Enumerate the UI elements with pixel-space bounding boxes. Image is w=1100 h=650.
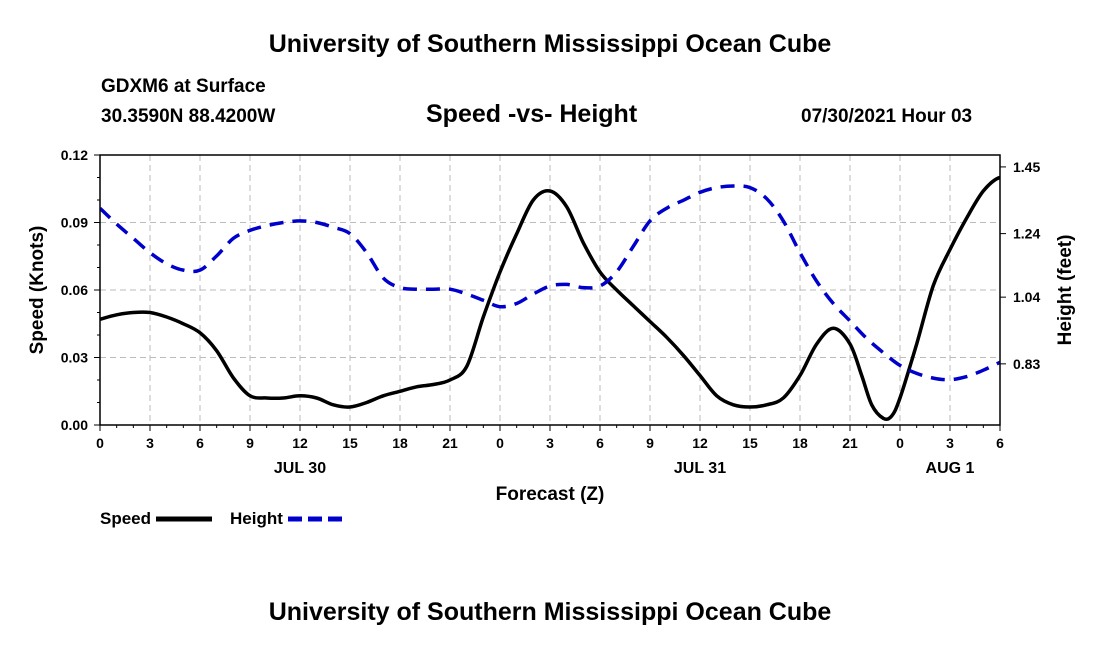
x-tick-label: 18 (392, 435, 408, 451)
y-axis-right-label: Height (feet) (1055, 235, 1076, 346)
x-tick-label: 12 (692, 435, 708, 451)
x-tick-label: 0 (96, 435, 104, 451)
y-left-tick-label: 0.06 (61, 282, 88, 298)
date-label: JUL 31 (674, 460, 726, 477)
series-line-speed (100, 175, 1000, 422)
coordinates-label: 30.3590N 88.4200W (101, 106, 276, 127)
x-tick-label: 3 (146, 435, 154, 451)
station-label: GDXM6 at Surface (101, 76, 266, 97)
x-tick-label: 15 (742, 435, 758, 451)
x-tick-label: 21 (442, 435, 458, 451)
series-line-height (100, 184, 1000, 382)
y-axis-left-label: Speed (Knots) (27, 226, 48, 355)
date-label: AUG 1 (926, 460, 975, 477)
y-right-tick-label: 1.24 (1013, 226, 1040, 242)
date-label: JUL 30 (274, 460, 326, 477)
x-tick-label: 9 (646, 435, 654, 451)
x-tick-label: 6 (596, 435, 604, 451)
title-top: University of Southern Mississippi Ocean… (268, 30, 832, 58)
x-tick-label: 18 (792, 435, 808, 451)
y-left-tick-label: 0.00 (61, 417, 88, 433)
x-axis-label: Forecast (Z) (496, 484, 605, 505)
y-left-tick-label: 0.12 (61, 147, 88, 163)
legend-label-speed: Speed (100, 509, 151, 528)
y-left-tick-label: 0.03 (61, 350, 88, 366)
y-left-tick-label: 0.09 (61, 215, 88, 231)
y-right-tick-label: 1.04 (1013, 289, 1040, 305)
x-tick-label: 3 (546, 435, 554, 451)
x-tick-label: 0 (896, 435, 904, 451)
x-tick-label: 0 (496, 435, 504, 451)
series-layer (100, 175, 1000, 422)
chart-title: Speed -vs- Height (426, 100, 638, 128)
x-tick-label: 12 (292, 435, 308, 451)
datetime-label: 07/30/2021 Hour 03 (801, 106, 973, 127)
axes: 0 3 6 9 12 15 18 21 0 3 6 9 12 15 18 21 0 3 6 0.00 0.03 0.06 0… (61, 147, 1041, 477)
x-tick-label: 15 (342, 435, 358, 451)
legend: Speed Height (100, 509, 342, 528)
x-tick-label: 21 (842, 435, 858, 451)
x-tick-label: 6 (196, 435, 204, 451)
y-right-tick-label: 0.83 (1013, 356, 1040, 372)
x-tick-label: 6 (996, 435, 1004, 451)
title-bottom: University of Southern Mississippi Ocean… (268, 598, 832, 626)
grid (100, 155, 1000, 425)
y-right-tick-label: 1.45 (1013, 159, 1040, 175)
x-tick-label: 9 (246, 435, 254, 451)
legend-label-height: Height (230, 509, 283, 528)
x-tick-label: 3 (946, 435, 954, 451)
